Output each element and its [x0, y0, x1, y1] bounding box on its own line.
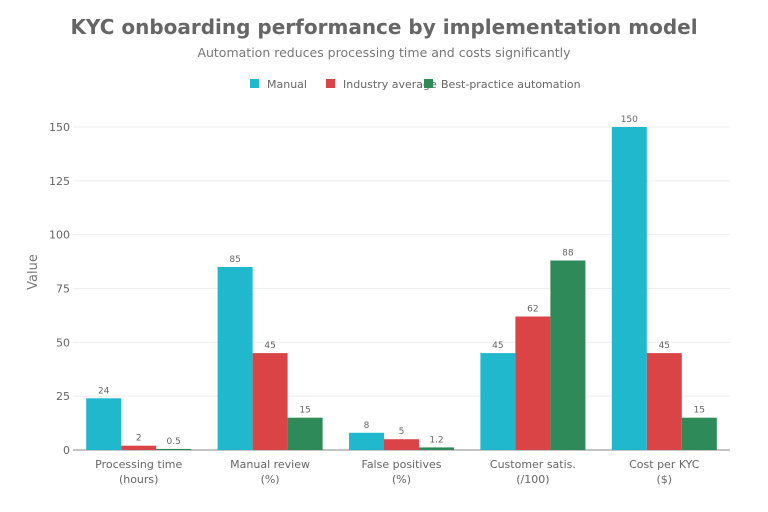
bar [217, 266, 253, 450]
legend-label[interactable]: Manual [267, 78, 307, 91]
x-tick-label: (/100) [516, 473, 549, 486]
bar [384, 439, 419, 450]
data-label: 45 [492, 341, 503, 351]
bar [287, 417, 323, 450]
x-tick-label: Manual review [230, 458, 310, 471]
bar [646, 353, 682, 450]
chart-subtitle: Automation reduces processing time and c… [197, 45, 571, 60]
y-tick-label: 150 [49, 121, 70, 134]
legend-label[interactable]: Industry average [343, 78, 437, 91]
x-tick-label: (%) [261, 473, 280, 486]
bar [611, 127, 647, 450]
legend-swatch [424, 79, 433, 88]
data-label: 2 [136, 434, 142, 444]
data-label: 85 [229, 255, 240, 265]
data-label: 150 [621, 115, 638, 125]
y-axis-label: Value [26, 254, 41, 290]
bar [252, 353, 288, 450]
y-tick-label: 100 [49, 229, 70, 242]
bar [121, 445, 157, 450]
x-tick-label: (hours) [119, 473, 159, 486]
x-tick-label: Processing time [95, 458, 182, 471]
y-tick-label: 0 [63, 444, 70, 457]
bar [681, 417, 717, 450]
data-label: 15 [299, 406, 310, 416]
x-tick-label: Customer satis. [490, 458, 576, 471]
data-label: 8 [364, 421, 370, 431]
data-label: 24 [98, 386, 110, 396]
y-tick-label: 50 [56, 336, 70, 349]
bar [480, 353, 516, 450]
bar [550, 260, 586, 450]
chart-title: KYC onboarding performance by implementa… [70, 15, 697, 39]
y-tick-label: 125 [49, 175, 70, 188]
data-label: 88 [562, 249, 574, 259]
x-tick-label: False positives [362, 458, 442, 471]
data-label: 45 [264, 341, 275, 351]
data-label: 45 [659, 341, 670, 351]
bar [86, 398, 122, 450]
bar [419, 447, 454, 450]
bar [156, 448, 192, 450]
y-tick-label: 25 [56, 390, 70, 403]
data-label: 62 [527, 304, 538, 314]
data-label: 1.2 [429, 435, 443, 445]
y-tick-label: 75 [56, 283, 70, 296]
x-tick-label: (%) [392, 473, 411, 486]
legend-swatch [326, 79, 335, 88]
legend-swatch [250, 79, 259, 88]
legend-label[interactable]: Best-practice automation [441, 78, 581, 91]
bar [349, 432, 384, 450]
data-label: 5 [399, 427, 405, 437]
x-tick-label: ($) [657, 473, 673, 486]
x-tick-label: Cost per KYC [629, 458, 700, 471]
bar [515, 316, 551, 450]
data-label: 0.5 [167, 437, 181, 447]
data-label: 15 [694, 406, 705, 416]
